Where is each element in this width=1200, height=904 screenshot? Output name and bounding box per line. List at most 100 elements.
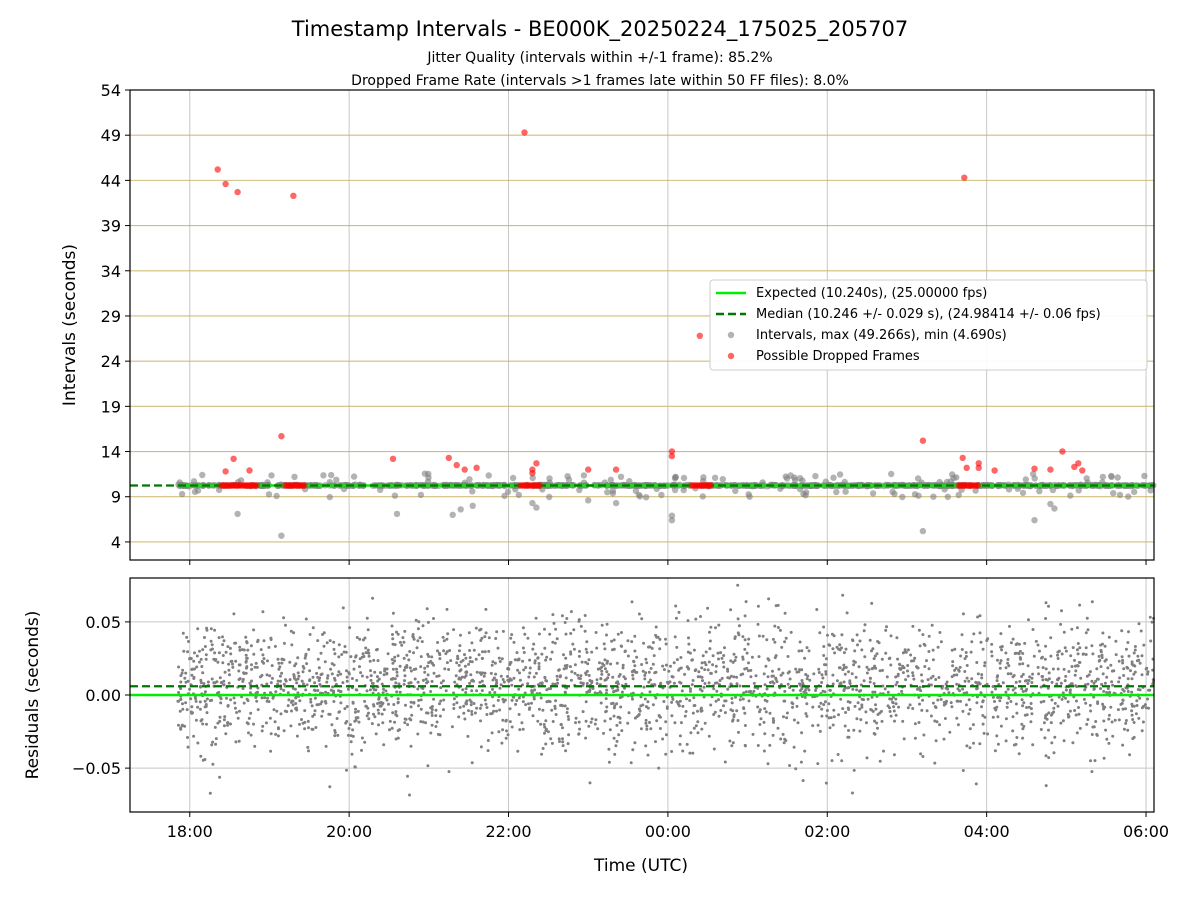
residual-point [1038,649,1041,653]
residual-point [395,670,399,674]
residual-point [208,791,212,795]
residual-point [1105,737,1109,741]
residual-point [1060,652,1064,656]
residual-point [412,668,416,671]
residual-point [781,732,785,736]
residual-point [221,643,225,647]
residual-point [551,682,555,686]
residual-point [479,703,483,707]
residual-point [506,733,510,737]
residual-point [1138,688,1142,692]
residual-point [233,701,237,705]
residual-point [839,681,843,685]
intervals-y-tick-label: 14 [101,443,121,462]
residual-point [339,701,343,705]
residual-point [846,706,850,710]
residual-point [795,670,799,674]
residual-point [328,712,332,716]
residual-point [421,720,425,724]
residual-point [572,647,576,651]
interval-point [533,504,540,511]
residual-point [569,678,573,682]
residual-point [469,700,473,704]
residual-point [729,659,733,663]
residual-point [242,671,246,675]
residual-point [229,652,233,656]
dropped-frame-points [214,129,1086,489]
residual-point [683,672,687,676]
dropped-frame-point [707,482,715,489]
residual-point [801,779,805,783]
residual-point [860,697,864,701]
residual-point [555,678,559,682]
residual-point [386,652,390,656]
residual-point [820,673,824,677]
residual-point [766,657,770,661]
residual-point [911,624,915,628]
residual-point [555,674,559,678]
residual-point [747,690,751,694]
residual-point [578,727,582,731]
residual-point [324,690,328,694]
residual-point [1091,725,1095,729]
residual-point [439,686,443,690]
interval-point [326,479,333,486]
residual-point [483,650,487,654]
residual-point [214,658,218,661]
residual-point [708,647,712,651]
interval-point [546,475,553,482]
residual-point [1043,736,1047,740]
residual-point [495,630,499,634]
residual-point [980,673,984,677]
residual-point [363,740,367,744]
residual-point [443,667,447,671]
residual-point [403,679,406,683]
residual-point [1117,680,1121,684]
residual-point [771,669,774,673]
residual-point [447,668,451,671]
residual-point [1059,721,1063,725]
residual-point [194,718,198,722]
legend-dropped-swatch [727,352,735,360]
residual-point [184,680,188,684]
residual-point [817,705,821,709]
residual-point [395,667,398,671]
residual-point [293,687,297,691]
residual-point [940,686,944,690]
residual-point [618,721,622,725]
residual-point [872,657,876,661]
residual-point [662,700,666,703]
residual-point [358,665,361,669]
residual-point [880,709,883,713]
residual-point [294,662,298,666]
residual-point [965,691,969,695]
residual-point [425,607,429,611]
residual-point [323,660,327,664]
residual-point [393,677,397,681]
residual-point [1137,622,1141,626]
legend-box [709,279,1148,371]
residual-point [297,674,301,678]
dropped-frame-point [230,455,237,462]
residual-point [689,731,693,735]
residual-point [561,726,564,730]
residual-point [416,687,420,691]
residual-point [714,626,717,630]
interval-point [822,478,829,485]
residual-point [1129,669,1132,673]
residual-point [482,674,486,678]
dropped-frame-point [959,454,966,462]
residual-point [562,653,565,657]
residual-point [773,640,777,644]
residual-point [878,759,882,763]
residual-point [1107,741,1111,745]
residual-point [337,643,341,647]
residual-point [577,720,581,724]
residual-point [1047,728,1050,732]
residual-point [544,719,548,723]
residual-point [367,711,370,715]
residual-point [714,699,718,703]
residual-point [603,647,607,651]
residual-point [371,596,375,600]
residual-point [326,676,329,680]
